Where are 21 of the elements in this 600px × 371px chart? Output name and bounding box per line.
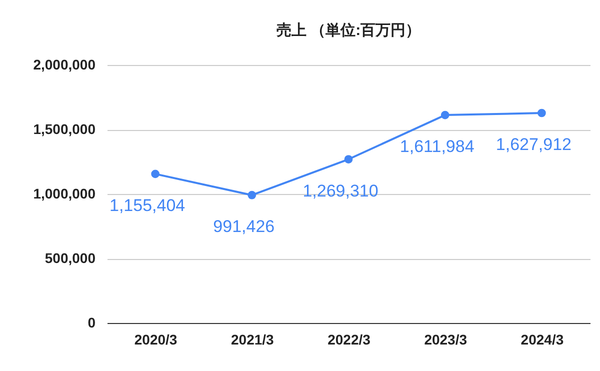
data-label: 1,611,984 (400, 137, 474, 156)
data-label: 1,155,404 (109, 196, 186, 215)
x-tick-label: 2020/3 (134, 332, 178, 348)
y-tick-label: 2,000,000 (33, 56, 96, 72)
point (151, 170, 160, 178)
point (248, 190, 256, 200)
x-tick-label: 2023/3 (424, 332, 468, 348)
point (440, 110, 450, 120)
data-label: 1,269,310 (302, 181, 378, 200)
point (344, 155, 353, 164)
data-label: 991,426 (213, 217, 275, 236)
x-tick-label: 2022/3 (328, 332, 371, 348)
y-tick-label: 1,000,000 (33, 186, 96, 202)
chart-title: 売上 （単位:百万円） (276, 22, 421, 39)
y-tick-label: 500,000 (44, 250, 96, 266)
data-label: 1,627,912 (496, 135, 572, 154)
point (538, 108, 546, 118)
x-tick-label: 2021/3 (230, 332, 274, 348)
y-tick-label: 0 (88, 314, 96, 330)
y-tick-label: 1,500,000 (33, 121, 96, 137)
x-tick-label: 2024/3 (520, 332, 564, 348)
